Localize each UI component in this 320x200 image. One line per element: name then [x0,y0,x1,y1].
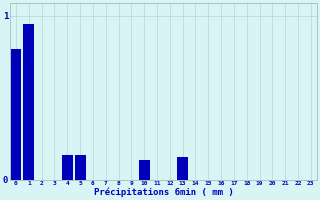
Bar [23,24,34,180]
Bar [75,155,85,180]
Bar [177,157,188,180]
Bar [139,160,150,180]
Bar [11,49,21,180]
Bar [62,155,73,180]
X-axis label: Précipitations 6min ( mm ): Précipitations 6min ( mm ) [93,188,233,197]
